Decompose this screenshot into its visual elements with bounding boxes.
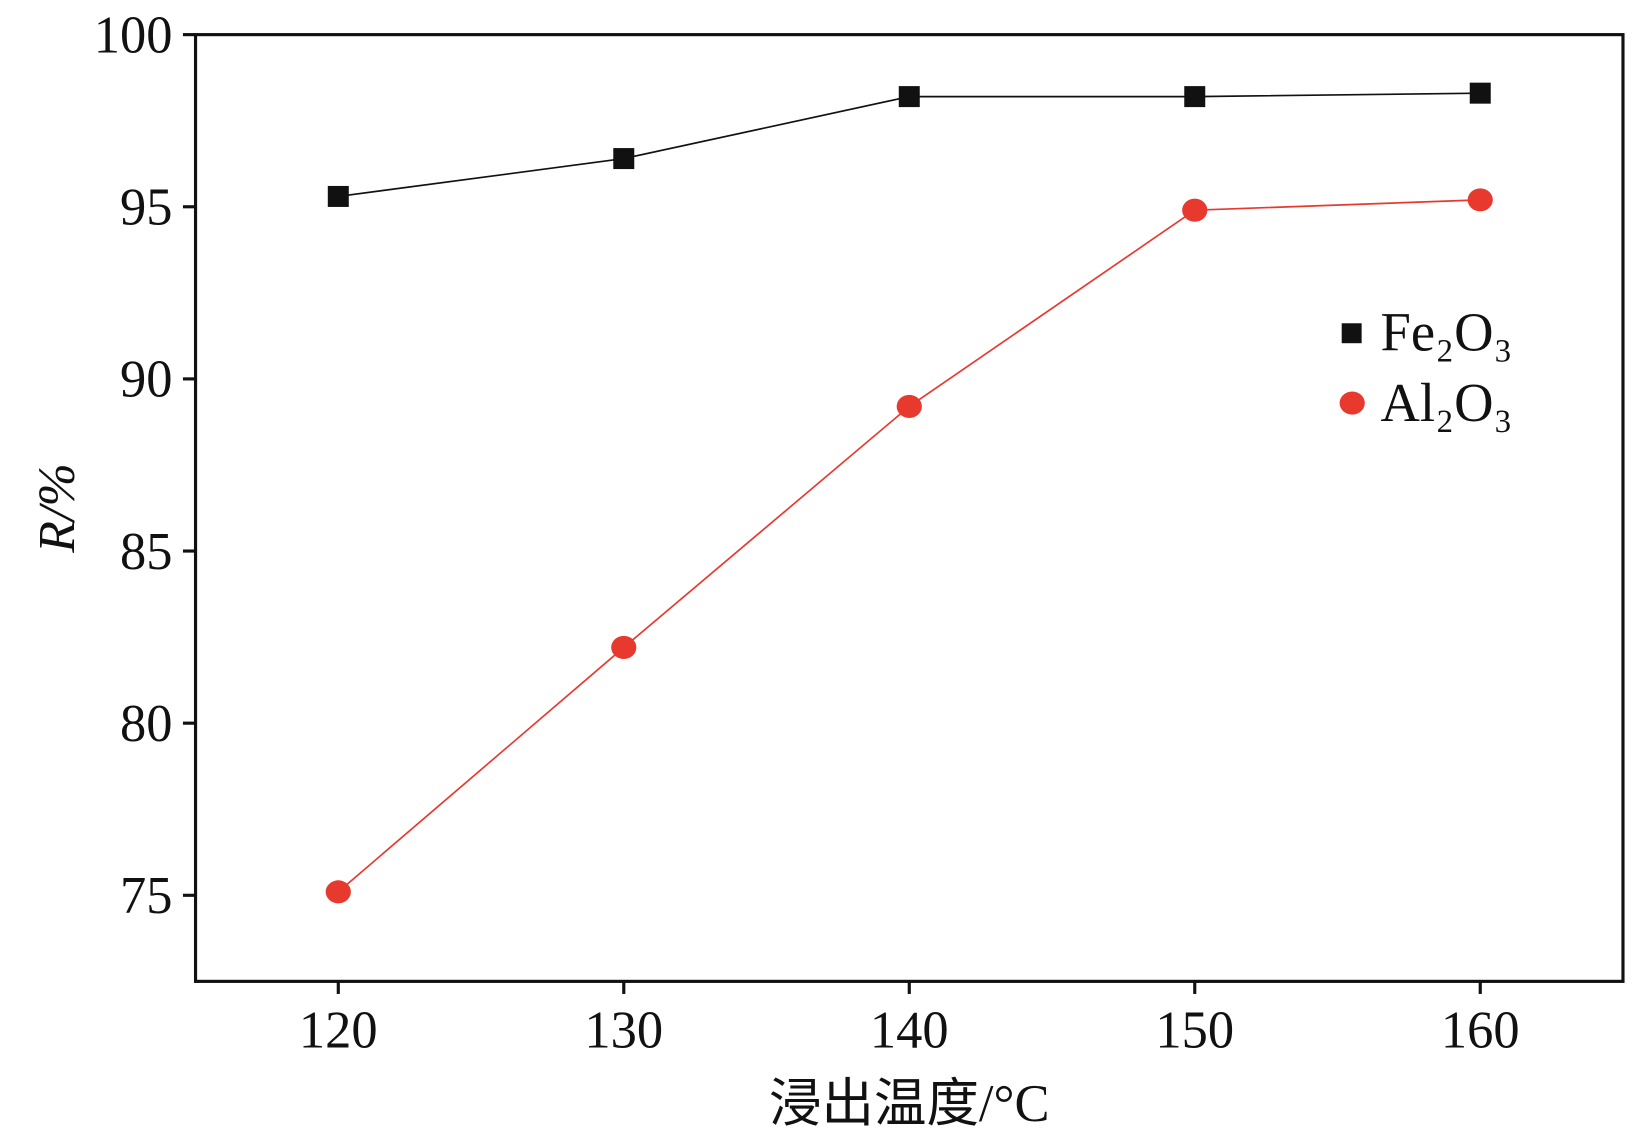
data-point xyxy=(613,148,635,170)
data-point xyxy=(325,880,351,904)
series-fe2o3 xyxy=(327,82,1491,207)
series-al2o3 xyxy=(325,188,1493,904)
data-point xyxy=(1182,198,1208,222)
data-point xyxy=(611,635,637,659)
x-tick-label: 120 xyxy=(299,1001,378,1059)
plot-frame xyxy=(193,33,1625,983)
legend-label: Fe₂O₃ xyxy=(1381,302,1513,363)
series-line xyxy=(337,199,1481,893)
data-point xyxy=(1469,82,1491,104)
data-point xyxy=(327,185,349,207)
data-point xyxy=(896,394,922,418)
y-tick-label: 85 xyxy=(120,523,172,581)
y-tick-label: 100 xyxy=(94,6,173,64)
series-line xyxy=(338,92,1481,198)
x-tick-label: 160 xyxy=(1441,1001,1520,1059)
legend-circle-marker xyxy=(1339,391,1365,415)
data-point xyxy=(898,86,920,108)
x-axis-label: 浸出温度/°C xyxy=(769,1075,1049,1133)
legend-square-marker xyxy=(1341,323,1362,344)
x-tick-label: 150 xyxy=(1155,1001,1234,1059)
x-tick-label: 140 xyxy=(870,1001,949,1059)
y-tick-label: 75 xyxy=(120,867,172,925)
y-tick-label: 80 xyxy=(120,695,172,753)
y-tick-label: 95 xyxy=(120,179,172,237)
y-axis-label: R/% xyxy=(29,463,86,553)
data-point xyxy=(1467,188,1493,212)
legend-label: Al₂O₃ xyxy=(1381,372,1513,433)
y-tick-label: 90 xyxy=(120,351,172,409)
legend: Fe₂O₃ Al₂O₃ xyxy=(1339,302,1513,433)
data-point xyxy=(1184,86,1206,108)
x-tick-label: 130 xyxy=(584,1001,663,1059)
